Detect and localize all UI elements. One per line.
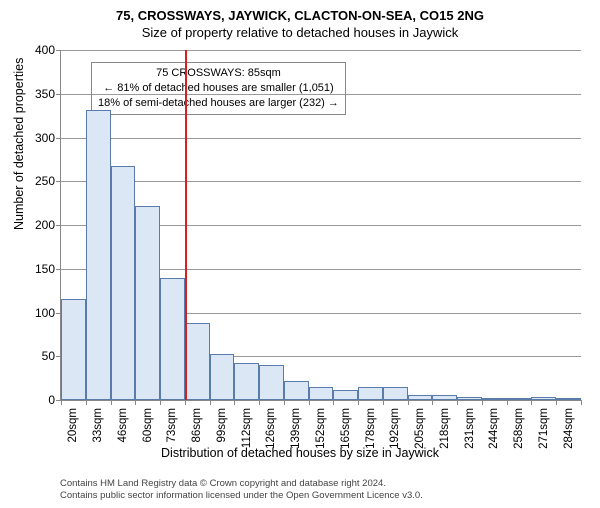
x-tick-label: 231sqm xyxy=(464,408,476,449)
x-tick-mark xyxy=(86,400,87,405)
x-tick-label: 205sqm xyxy=(414,408,426,449)
histogram-bar xyxy=(531,397,556,400)
grid-line xyxy=(61,181,581,182)
page-subtitle: Size of property relative to detached ho… xyxy=(0,25,600,40)
page-title: 75, CROSSWAYS, JAYWICK, CLACTON-ON-SEA, … xyxy=(0,8,600,23)
y-tick-label: 250 xyxy=(15,174,55,188)
y-tick-label: 200 xyxy=(15,218,55,232)
grid-line xyxy=(61,94,581,95)
x-tick-label: 139sqm xyxy=(290,408,302,449)
histogram-bar xyxy=(259,365,284,400)
y-tick-label: 0 xyxy=(15,393,55,407)
x-tick-label: 178sqm xyxy=(365,408,377,449)
histogram-bar xyxy=(408,395,433,400)
x-tick-mark xyxy=(309,400,310,405)
x-tick-label: 192sqm xyxy=(389,408,401,449)
x-tick-mark xyxy=(160,400,161,405)
y-tick-mark xyxy=(56,138,61,139)
histogram-bar xyxy=(556,398,581,400)
x-tick-label: 112sqm xyxy=(241,408,253,448)
histogram-bar xyxy=(61,299,86,400)
x-tick-mark xyxy=(482,400,483,405)
y-tick-label: 50 xyxy=(15,349,55,363)
x-tick-mark xyxy=(457,400,458,405)
histogram-bar xyxy=(507,398,532,400)
x-tick-label: 218sqm xyxy=(439,408,451,449)
histogram-bar xyxy=(160,278,185,401)
x-tick-mark xyxy=(135,400,136,405)
x-tick-mark xyxy=(333,400,334,405)
x-tick-label: 244sqm xyxy=(488,408,500,449)
histogram-bar xyxy=(383,387,408,400)
x-tick-label: 258sqm xyxy=(513,408,525,449)
y-tick-label: 400 xyxy=(15,43,55,57)
marker-line xyxy=(185,50,187,400)
x-tick-mark xyxy=(383,400,384,405)
y-tick-mark xyxy=(56,269,61,270)
x-tick-mark xyxy=(61,400,62,405)
histogram-bar xyxy=(309,387,334,400)
x-tick-mark xyxy=(185,400,186,405)
histogram-bar xyxy=(358,387,383,400)
x-tick-mark xyxy=(358,400,359,405)
histogram-bar xyxy=(333,390,358,401)
histogram-bar xyxy=(457,397,482,401)
x-tick-mark xyxy=(234,400,235,405)
x-tick-mark xyxy=(259,400,260,405)
x-tick-mark xyxy=(556,400,557,405)
histogram-bar xyxy=(86,110,111,401)
y-tick-label: 300 xyxy=(15,131,55,145)
x-tick-label: 165sqm xyxy=(340,408,352,449)
y-tick-label: 150 xyxy=(15,262,55,276)
histogram-bar xyxy=(432,395,457,400)
x-tick-label: 284sqm xyxy=(563,408,575,449)
x-tick-label: 73sqm xyxy=(166,408,178,443)
x-tick-label: 20sqm xyxy=(67,408,79,443)
x-tick-mark xyxy=(210,400,211,405)
marker-info-box: 75 CROSSWAYS: 85sqm ← 81% of detached ho… xyxy=(91,62,346,115)
x-tick-mark xyxy=(111,400,112,405)
x-tick-mark xyxy=(581,400,582,405)
x-tick-label: 126sqm xyxy=(265,408,277,449)
x-tick-label: 99sqm xyxy=(216,408,228,443)
footer-line-1: Contains HM Land Registry data © Crown c… xyxy=(60,478,600,490)
plot-area: 75 CROSSWAYS: 85sqm ← 81% of detached ho… xyxy=(60,50,581,401)
x-tick-label: 33sqm xyxy=(92,408,104,443)
x-tick-mark xyxy=(507,400,508,405)
x-tick-mark xyxy=(432,400,433,405)
info-line-1: 75 CROSSWAYS: 85sqm xyxy=(98,66,339,81)
histogram-bar xyxy=(234,363,259,400)
y-tick-label: 350 xyxy=(15,87,55,101)
grid-line xyxy=(61,138,581,139)
histogram-bar xyxy=(482,398,507,400)
histogram-bar xyxy=(185,323,210,400)
y-tick-mark xyxy=(56,181,61,182)
y-tick-mark xyxy=(56,50,61,51)
x-tick-mark xyxy=(284,400,285,405)
y-tick-mark xyxy=(56,225,61,226)
histogram-bar xyxy=(284,381,309,400)
x-tick-label: 152sqm xyxy=(315,408,327,449)
footer-line-2: Contains public sector information licen… xyxy=(60,490,600,502)
histogram-bar xyxy=(135,206,160,400)
footer-attribution: Contains HM Land Registry data © Crown c… xyxy=(60,478,600,503)
x-tick-mark xyxy=(408,400,409,405)
histogram-chart: 75 CROSSWAYS: 85sqm ← 81% of detached ho… xyxy=(60,50,580,400)
y-tick-label: 100 xyxy=(15,306,55,320)
y-tick-mark xyxy=(56,94,61,95)
grid-line xyxy=(61,50,581,51)
histogram-bar xyxy=(210,354,235,400)
x-tick-label: 46sqm xyxy=(117,408,129,443)
x-tick-label: 86sqm xyxy=(191,408,203,443)
x-tick-label: 271sqm xyxy=(538,408,550,449)
x-tick-mark xyxy=(531,400,532,405)
x-tick-label: 60sqm xyxy=(142,408,154,443)
info-line-3: 18% of semi-detached houses are larger (… xyxy=(98,96,339,111)
histogram-bar xyxy=(111,166,136,400)
